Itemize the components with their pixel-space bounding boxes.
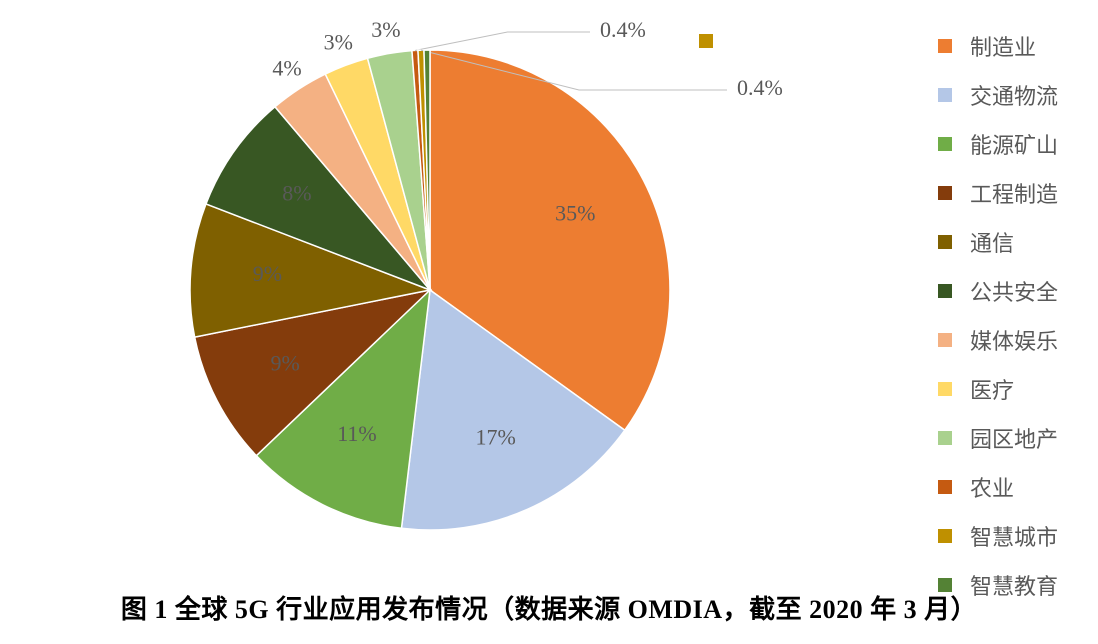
legend-label: 工程制造 (970, 177, 1058, 209)
legend-swatch (938, 284, 952, 298)
slice-label: 0.4% (600, 17, 646, 42)
leader-line (415, 32, 590, 50)
legend-label: 智慧城市 (970, 520, 1058, 552)
legend-swatch (938, 333, 952, 347)
slice-label: 11% (337, 421, 377, 446)
legend-swatch (938, 88, 952, 102)
legend-item: 公共安全 (938, 275, 1058, 307)
figure: 35% 17% 11% 9% 9% 8% 4% 3% 3% 0.4% 0.4% 制造业交通物流能源矿… (0, 0, 1098, 644)
legend-item: 制造业 (938, 30, 1058, 62)
legend-label: 能源矿山 (970, 128, 1058, 160)
legend-swatch (938, 186, 952, 200)
legend-label: 农业 (970, 471, 1014, 503)
legend-item: 交通物流 (938, 79, 1058, 111)
slice-label: 35% (555, 201, 595, 226)
legend-item: 智慧城市 (938, 520, 1058, 552)
legend-swatch (938, 39, 952, 53)
slice-label: 3% (371, 17, 400, 42)
slice-label: 0.4% (737, 75, 783, 100)
legend-label: 公共安全 (970, 275, 1058, 307)
callout-marker (699, 34, 713, 48)
legend-swatch (938, 137, 952, 151)
pie-chart: 35% 17% 11% 9% 9% 8% 4% 3% 3% 0.4% 0.4% (0, 0, 1098, 560)
slice-label: 9% (271, 350, 300, 375)
legend-label: 制造业 (970, 30, 1036, 62)
legend-swatch (938, 480, 952, 494)
legend-item: 媒体娱乐 (938, 324, 1058, 356)
legend-swatch (938, 235, 952, 249)
slice-label: 9% (253, 261, 282, 286)
legend-swatch (938, 382, 952, 396)
legend-label: 交通物流 (970, 79, 1058, 111)
legend-swatch (938, 431, 952, 445)
legend-item: 园区地产 (938, 422, 1058, 454)
legend-item: 医疗 (938, 373, 1058, 405)
slice-label: 17% (475, 424, 515, 449)
legend-label: 通信 (970, 226, 1014, 258)
legend-item: 农业 (938, 471, 1058, 503)
legend-item: 通信 (938, 226, 1058, 258)
legend-swatch (938, 529, 952, 543)
legend-item: 能源矿山 (938, 128, 1058, 160)
figure-caption: 图 1 全球 5G 行业应用发布情况（数据来源 OMDIA，截至 2020 年 … (0, 589, 1098, 626)
legend-label: 园区地产 (970, 422, 1058, 454)
slice-label: 8% (282, 181, 311, 206)
legend: 制造业交通物流能源矿山工程制造通信公共安全媒体娱乐医疗园区地产农业智慧城市智慧教… (938, 30, 1058, 618)
slice-label: 4% (272, 55, 301, 80)
legend-item: 工程制造 (938, 177, 1058, 209)
legend-label: 医疗 (970, 373, 1014, 405)
legend-label: 媒体娱乐 (970, 324, 1058, 356)
slice-label: 3% (324, 30, 353, 55)
